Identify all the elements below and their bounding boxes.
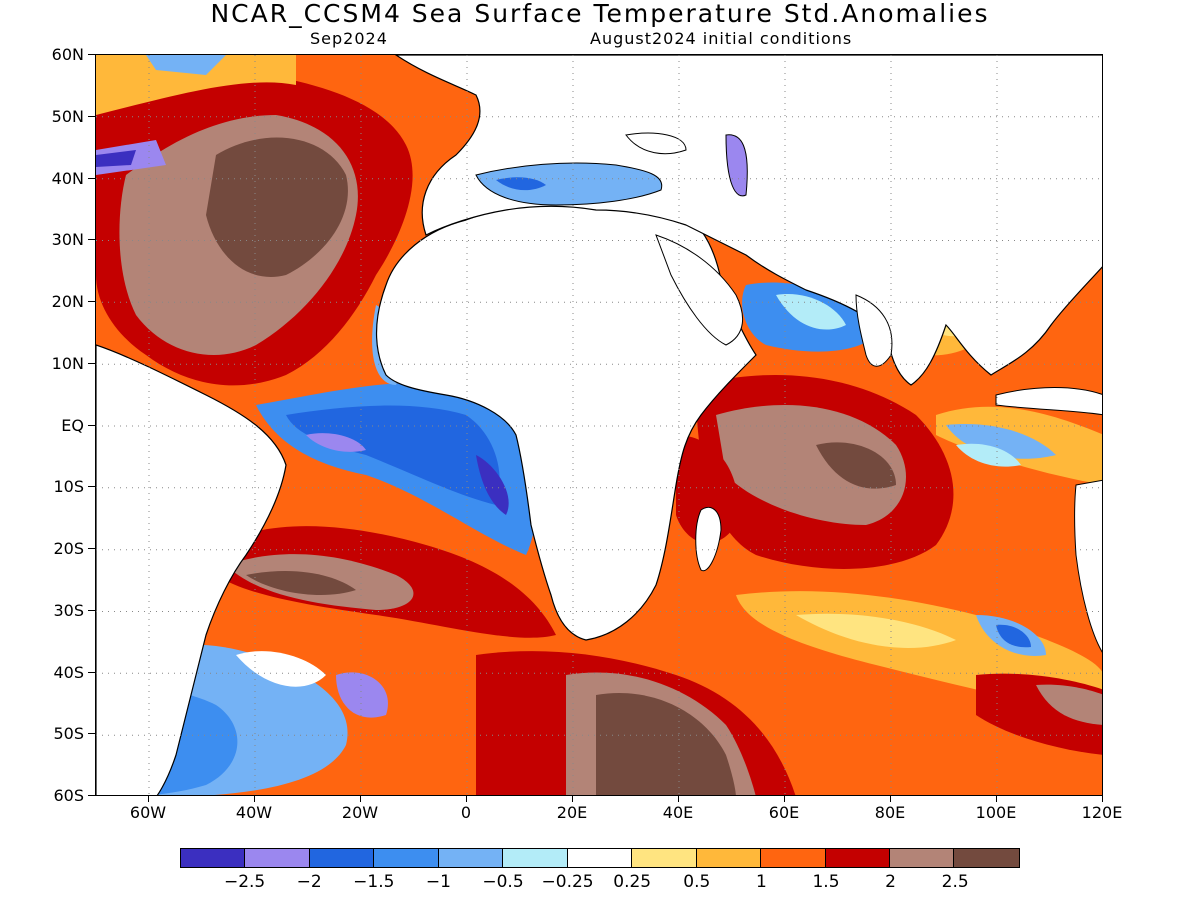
lon-label-0: 0 [460,803,472,822]
lon-tick [254,796,255,802]
lat-label-10n: 10N [51,354,84,373]
lat-tick [88,425,95,426]
legend-swatch [245,849,310,867]
lat-tick [88,548,95,549]
legend-swatch [696,849,762,867]
lat-label-60s: 60S [53,786,84,805]
map-title: NCAR_CCSM4 Sea Surface Temperature Std.A… [210,0,990,28]
lat-label-20n: 20N [51,292,84,311]
lon-label-100e: 100E [975,803,1017,822]
legend-label: 2.5 [941,872,969,892]
legend-swatch [632,849,697,867]
legend-label: −1 [425,872,451,892]
south-america-landmass [96,344,287,795]
lat-label-40s: 40S [53,663,84,682]
lat-label-10s: 10S [53,477,84,496]
lon-tick [466,796,467,802]
legend-label: 0.5 [683,872,711,892]
legend-swatch [954,849,1019,867]
legend-label: −2 [296,872,322,892]
color-legend [180,848,1020,868]
lat-tick [88,486,95,487]
lat-tick [88,363,95,364]
lat-tick [88,610,95,611]
legend-swatch [567,849,633,867]
eurasia-landmass [394,55,1102,386]
lon-label-40w: 40W [235,803,273,822]
madagascar [695,506,722,572]
lon-label-60e: 60E [768,803,800,822]
anomaly-map [95,54,1103,796]
legend-swatch [761,849,826,867]
lat-label-60n: 60N [51,45,84,64]
legend-label: −1.5 [353,872,395,892]
legend-swatch [181,849,246,867]
lon-tick [148,796,149,802]
legend-swatch [309,849,375,867]
lat-label-30n: 30N [51,230,84,249]
valid-month-label: Sep2024 [310,29,388,48]
legend-label: 1.5 [812,872,840,892]
lat-tick [88,178,95,179]
graticule [96,55,1102,795]
lat-tick [88,54,95,55]
lat-tick [88,301,95,302]
legend-label: −2.5 [223,872,266,892]
lat-tick [88,239,95,240]
lat-tick [88,672,95,673]
lon-label-20w: 20W [341,803,379,822]
lon-label-20e: 20E [556,803,588,822]
mediterranean-sea [475,162,663,206]
lon-label-40e: 40E [662,803,694,822]
initial-conditions-label: August2024 initial conditions [590,29,853,48]
lon-tick [996,796,997,802]
lat-tick [88,795,95,796]
lon-tick [890,796,891,802]
lon-label-120e: 120E [1081,803,1123,822]
legend-swatch [438,849,504,867]
legend-label: 1 [755,872,767,892]
lon-tick [1102,796,1103,802]
lon-tick [678,796,679,802]
caspian-sea [725,134,748,197]
lat-label-20s: 20S [53,539,84,558]
legend-swatch [889,849,955,867]
lat-label-50s: 50S [53,724,84,743]
legend-swatch [825,849,890,867]
lat-label-eq: EQ [61,416,84,435]
lon-tick [360,796,361,802]
lat-label-40n: 40N [51,169,84,188]
lat-tick [88,733,95,734]
legend-swatch [374,849,439,867]
legend-label: −0.5 [482,872,524,892]
lat-label-30s: 30S [53,601,84,620]
lat-tick [88,116,95,117]
lon-tick [572,796,573,802]
legend-swatch [503,849,568,867]
lon-label-80e: 80E [874,803,906,822]
lon-tick [784,796,785,802]
lon-label-60w: 60W [129,803,167,822]
lat-label-50n: 50N [51,107,84,126]
legend-label: 0.25 [613,872,652,892]
legend-label: −0.25 [541,872,594,892]
legend-label: 2 [885,872,896,892]
